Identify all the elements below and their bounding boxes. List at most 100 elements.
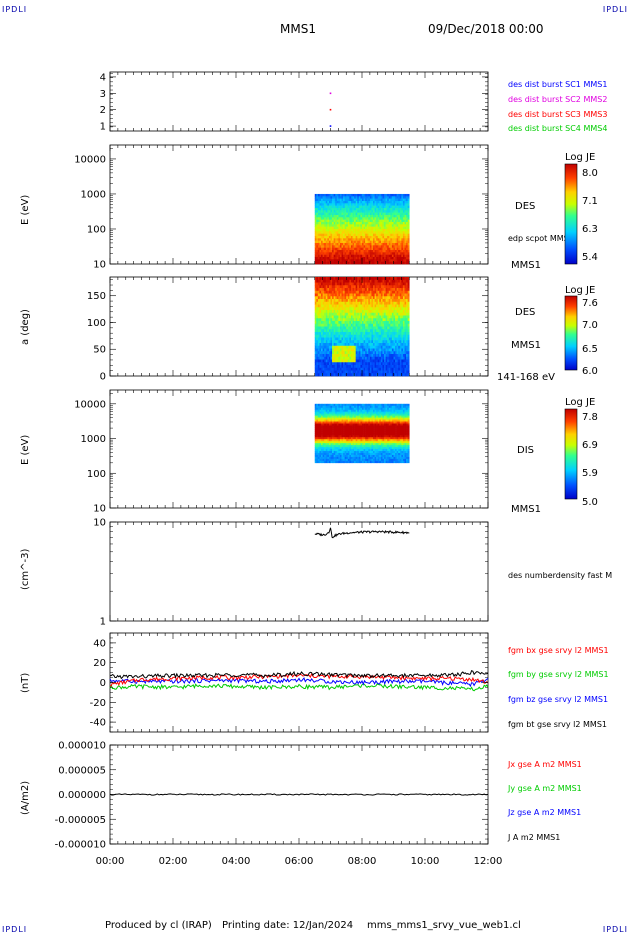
des-energy-heat-cell [398,228,401,232]
des-energy-heat-cell [321,256,323,260]
des-pitch-heat-cell [346,359,349,363]
des-energy-heat-cell [347,231,350,234]
des-pitch-heat-cell [352,354,355,358]
des-pitch-heat-cell [398,332,401,336]
des-energy-heat-cell [350,259,353,262]
des-energy-heat-cell [402,198,405,202]
des-pitch-heat-cell [349,334,352,338]
des-energy-heat-cell [391,228,394,232]
des-energy-heat-cell [407,207,410,211]
des-energy-heat-cell [371,240,374,244]
des-pitch-heat-cell [330,318,333,322]
dis-energy-heat-cell [333,460,336,464]
des-pitch-heat-cell [402,293,405,297]
des-pitch-heat-cell [314,356,317,360]
des-pitch-heat-cell [360,290,363,294]
des-energy-heat-cell [399,240,402,244]
des-energy-heat-cell [333,228,336,232]
des-pitch-heat-cell [406,282,408,286]
des-pitch-heat-cell [388,351,391,355]
des-pitch-heat-cell [347,345,350,349]
des-pitch-heat-cell [379,348,382,352]
des-pitch-heat-cell [325,370,328,374]
des-energy-heat-cell [385,217,388,220]
des-pitch-heat-cell [321,293,323,297]
des-pitch-heat-cell [338,345,341,349]
des-pitch-heat-cell [388,332,391,336]
des-pitch-heat-cell [330,326,333,330]
des-pitch-heat-cell [385,323,388,327]
des-pitch-heat-cell [352,348,355,352]
des-energy-heat-cell [349,205,352,209]
des-pitch-heat-cell [396,367,399,371]
des-pitch-heat-cell [335,326,338,330]
des-energy-heat-cell [350,217,353,220]
des-energy-heat-cell [317,261,320,265]
dis-energy-heat-cell [352,441,355,444]
des-pitch-heat-cell [388,343,391,347]
des-pitch-heat-cell [360,370,363,374]
des-pitch-heat-cell [362,373,364,377]
dis-energy-heat-cell [314,429,317,432]
des-pitch-heat-cell [396,340,399,344]
des-pitch-heat-cell [377,296,380,300]
des-pitch-heat-cell [369,340,372,344]
des-pitch-heat-cell [332,334,334,338]
des-energy-heat-cell [350,198,353,202]
des-energy-heat-cell [391,235,394,239]
dis-energy-heat-cell [321,429,323,432]
des-pitch-heat-cell [317,299,320,303]
des-energy-heat-cell [391,193,394,197]
des-energy-heat-cell [368,235,371,239]
dis-energy-heat-cell [328,415,331,418]
des-energy-heat-cell [382,240,385,244]
des-pitch-heat-cell [404,365,407,369]
des-energy-heat-cell [399,233,402,237]
des-energy-heat-cell [360,219,363,223]
des-pitch-heat-cell [316,359,319,363]
des-energy-heat-cell [349,193,352,197]
des-pitch-heat-cell [384,315,386,319]
dis-energy-heat-cell [319,437,322,440]
des-energy-heat-cell [384,254,386,258]
des-energy-heat-cell [325,240,328,244]
des-energy-heat-cell [357,203,360,206]
des-pitch-heat-cell [398,323,401,327]
des-pitch-heat-cell [324,323,327,327]
des-energy-heat-cell [347,203,350,206]
des-pitch-heat-cell [373,282,375,286]
des-energy-heat-cell [355,233,358,237]
des-pitch-heat-cell [404,345,407,349]
des-energy-heat-cell [363,198,366,202]
des-pitch-heat-cell [352,310,355,314]
des-pitch-heat-cell [407,310,410,314]
dis-energy-heat-cell [360,454,363,458]
des-pitch-heat-cell [384,290,386,294]
des-energy-heat-cell [401,242,404,246]
des-pitch-heat-cell [344,367,347,371]
dis-energy-heat-cell [336,454,339,458]
des-pitch-heat-cell [357,318,360,322]
dis-energy-heat-cell [333,435,336,438]
des-pitch-heat-cell [366,354,369,358]
dis-energy-heat-cell [338,409,341,412]
des-pitch-heat-cell [314,354,317,358]
des-energy-heat-cell [388,228,391,232]
dis-energy-heat-cell [350,449,353,452]
dis-energy-heat-cell [341,419,344,422]
dis-energy-heat-cell [357,437,360,440]
des-pitch-heat-cell [373,296,375,300]
dis-energy-heat-cell [317,417,320,420]
des-energy-heat-cell [321,214,323,218]
des-pitch-heat-cell [368,296,371,300]
des-energy-heat-cell [377,212,380,216]
des-energy-heat-cell [384,207,386,211]
des-energy-heat-cell [373,224,375,227]
des-energy-heat-cell [380,242,383,246]
des-pitch-heat-cell [368,315,371,319]
des-pitch-heat-cell [396,315,399,319]
dis-energy-heat-cell [314,425,317,428]
des-pitch-heat-cell [319,332,322,336]
des-pitch-heat-cell [391,365,394,369]
des-pitch-heat-cell [322,323,325,327]
